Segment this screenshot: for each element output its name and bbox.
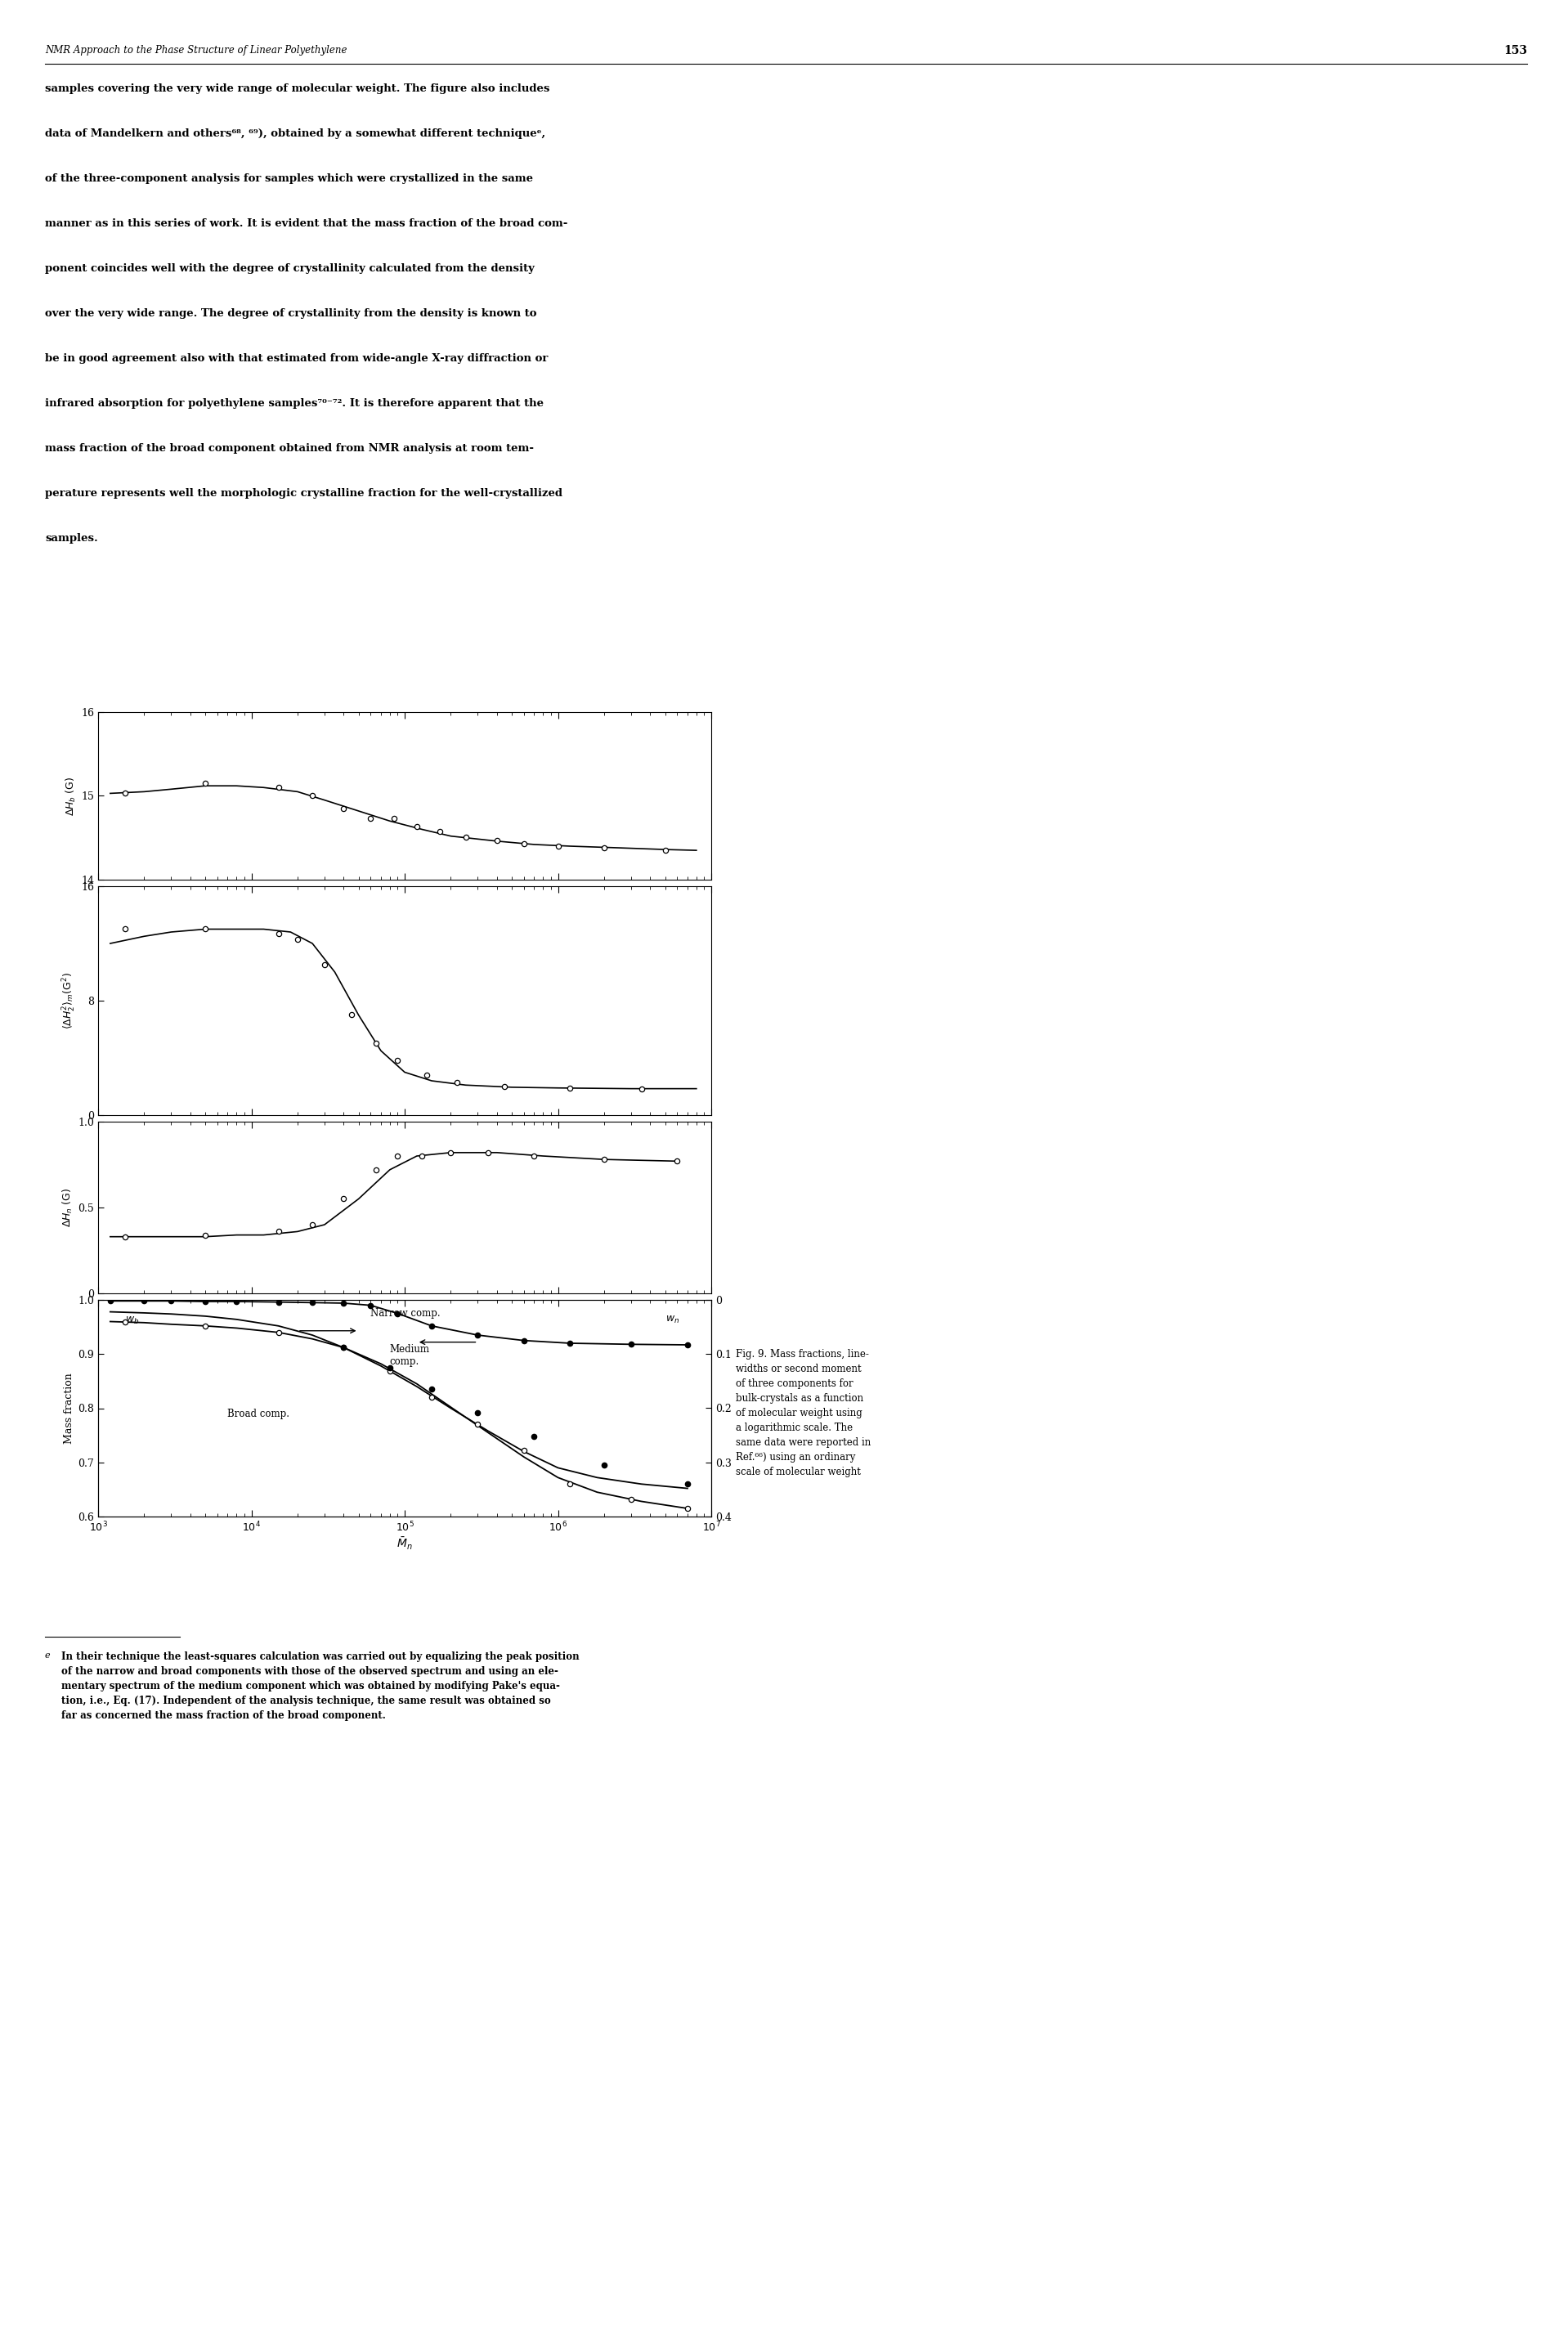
Text: samples covering the very wide range of molecular weight. The figure also includ: samples covering the very wide range of … xyxy=(45,84,550,93)
Text: e: e xyxy=(45,1652,50,1659)
Text: Broad comp.: Broad comp. xyxy=(227,1407,290,1419)
Text: 153: 153 xyxy=(1504,44,1527,56)
Text: over the very wide range. The degree of crystallinity from the density is known : over the very wide range. The degree of … xyxy=(45,308,536,319)
Text: NMR Approach to the Phase Structure of Linear Polyethylene: NMR Approach to the Phase Structure of L… xyxy=(45,44,347,56)
Text: infrared absorption for polyethylene samples⁷⁰⁻⁷². It is therefore apparent that: infrared absorption for polyethylene sam… xyxy=(45,398,544,408)
Text: Medium
comp.: Medium comp. xyxy=(390,1344,430,1368)
Y-axis label: $\langle\Delta H_2^2\rangle_m\mathrm{(G}^2)$: $\langle\Delta H_2^2\rangle_m\mathrm{(G}… xyxy=(61,972,78,1030)
Y-axis label: $\Delta H_n\ \mathrm{(G)}$: $\Delta H_n\ \mathrm{(G)}$ xyxy=(61,1188,74,1228)
Text: manner as in this series of work. It is evident that the mass fraction of the br: manner as in this series of work. It is … xyxy=(45,219,568,228)
Text: be in good agreement also with that estimated from wide-angle X-ray diffraction : be in good agreement also with that esti… xyxy=(45,354,549,363)
Text: $w_n$: $w_n$ xyxy=(665,1314,679,1326)
Text: of the three-component analysis for samples which were crystallized in the same: of the three-component analysis for samp… xyxy=(45,172,533,184)
Y-axis label: $\Delta H_b\ \mathrm{(G)}$: $\Delta H_b\ \mathrm{(G)}$ xyxy=(64,776,78,816)
Text: Fig. 9. Mass fractions, line-
widths or second moment
of three components for
bu: Fig. 9. Mass fractions, line- widths or … xyxy=(735,1349,870,1477)
Text: Narrow comp.: Narrow comp. xyxy=(370,1307,441,1319)
Text: $w_b$: $w_b$ xyxy=(125,1314,140,1326)
Text: mass fraction of the broad component obtained from NMR analysis at room tem-: mass fraction of the broad component obt… xyxy=(45,443,533,454)
Text: samples.: samples. xyxy=(45,534,97,543)
Text: perature represents well the morphologic crystalline fraction for the well-cryst: perature represents well the morphologic… xyxy=(45,487,563,499)
X-axis label: $\bar{M}_n$: $\bar{M}_n$ xyxy=(397,1535,412,1552)
Y-axis label: Mass fraction: Mass fraction xyxy=(64,1372,74,1445)
Text: data of Mandelkern and others⁶⁸, ⁶⁹), obtained by a somewhat different technique: data of Mandelkern and others⁶⁸, ⁶⁹), ob… xyxy=(45,128,546,140)
Text: ponent coincides well with the degree of crystallinity calculated from the densi: ponent coincides well with the degree of… xyxy=(45,263,535,275)
Text: In their technique the least-squares calculation was carried out by equalizing t: In their technique the least-squares cal… xyxy=(61,1652,579,1722)
